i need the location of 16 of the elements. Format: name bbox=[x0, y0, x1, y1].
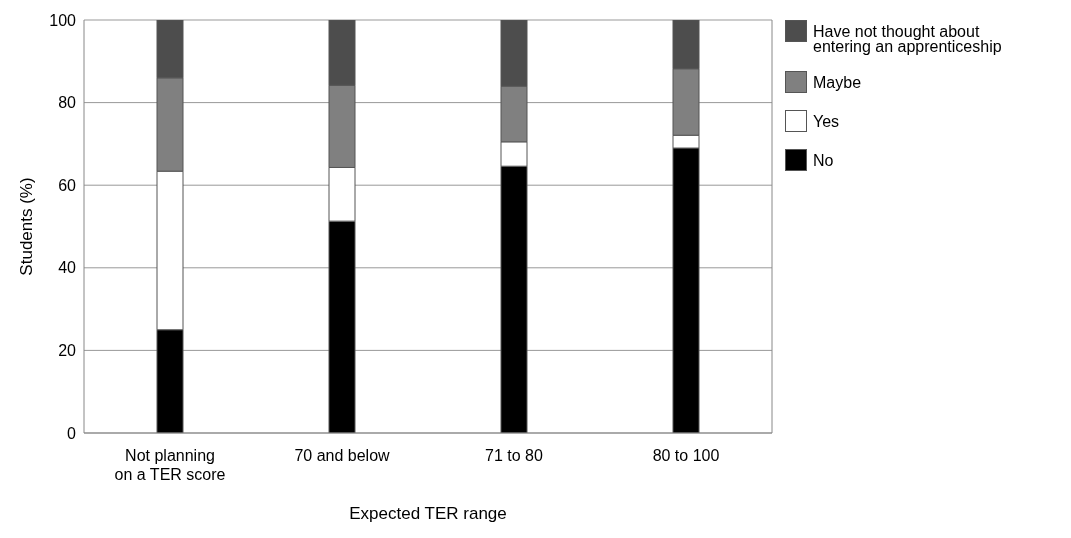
y-tick-label: 60 bbox=[58, 176, 77, 194]
legend-label: Maybe bbox=[813, 73, 862, 91]
y-tick-label: 100 bbox=[49, 11, 77, 29]
y-tick-label: 40 bbox=[58, 259, 77, 277]
y-axis-title: Students (%) bbox=[17, 177, 37, 276]
x-tick-label: 70 and below bbox=[294, 447, 391, 464]
y-tick-label: 80 bbox=[58, 94, 77, 112]
legend-label: Yes bbox=[813, 112, 840, 130]
y-tick-label: 20 bbox=[58, 342, 77, 360]
x-axis-title: Expected TER range bbox=[349, 504, 507, 523]
legend-label: Have not thought about entering an apprenticeship bbox=[813, 22, 1002, 55]
x-tick-label: 80 to 100 bbox=[652, 447, 720, 464]
legend-label: No bbox=[813, 151, 834, 169]
x-tick-label: Not planning on a TER score bbox=[114, 447, 226, 483]
x-tick-label: 71 to 80 bbox=[485, 447, 544, 464]
y-tick-label: 0 bbox=[67, 424, 77, 442]
